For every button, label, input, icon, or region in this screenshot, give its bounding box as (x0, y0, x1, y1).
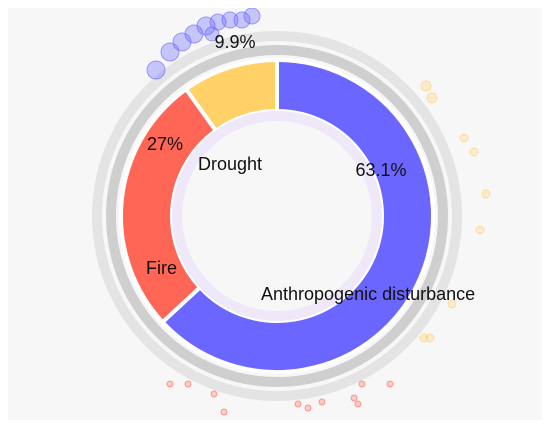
decor-bubble (350, 394, 358, 402)
decor-bubble (425, 333, 435, 343)
category-label-drought: Drought (198, 154, 262, 174)
decor-bubble (447, 299, 457, 309)
decor-bubble (354, 400, 362, 408)
category-label-fire: Fire (146, 258, 177, 278)
donut-chart: 63.1% Anthropogenic disturbance 27% Fire 9.9… (92, 8, 491, 416)
decor-bubble (358, 380, 366, 388)
percent-label-anthropogenic-disturbance: 63.1% (355, 160, 406, 180)
percent-label-drought: 9.9% (214, 32, 255, 52)
decor-bubble (204, 26, 220, 42)
decor-bubble (318, 398, 326, 406)
category-label-anthropogenic-disturbance: Anthropogenic disturbance (261, 284, 475, 304)
inner-hole-ring (172, 111, 382, 321)
decor-bubble (243, 8, 261, 25)
percent-label-fire: 27% (147, 134, 183, 154)
decor-bubble (481, 189, 491, 199)
chart-area: 63.1% Anthropogenic disturbance 27% Fire 9.9… (8, 8, 542, 420)
decor-bubble (386, 380, 394, 388)
slice-labels: 63.1% Anthropogenic disturbance 27% Fire 9.9… (146, 32, 475, 304)
decor-bubble (469, 147, 479, 157)
decor-bubble (304, 404, 312, 412)
decor-bubble (210, 390, 218, 398)
decor-bubble (184, 380, 192, 388)
decor-bubble (233, 11, 251, 29)
decor-bubble (166, 380, 174, 388)
decor-bubble (294, 400, 302, 408)
decor-bubble (475, 225, 485, 235)
slices (119, 58, 435, 374)
outer-decor-ring (92, 31, 462, 401)
decor-bubble (146, 60, 166, 80)
inner-decor-ring (106, 45, 448, 387)
decor-bubble (420, 80, 432, 92)
decor-bubble (426, 92, 438, 104)
decor-bubbles (146, 8, 491, 416)
decor-bubble (220, 408, 228, 416)
decor-bubble (459, 133, 469, 143)
decor-bubble (221, 11, 239, 29)
